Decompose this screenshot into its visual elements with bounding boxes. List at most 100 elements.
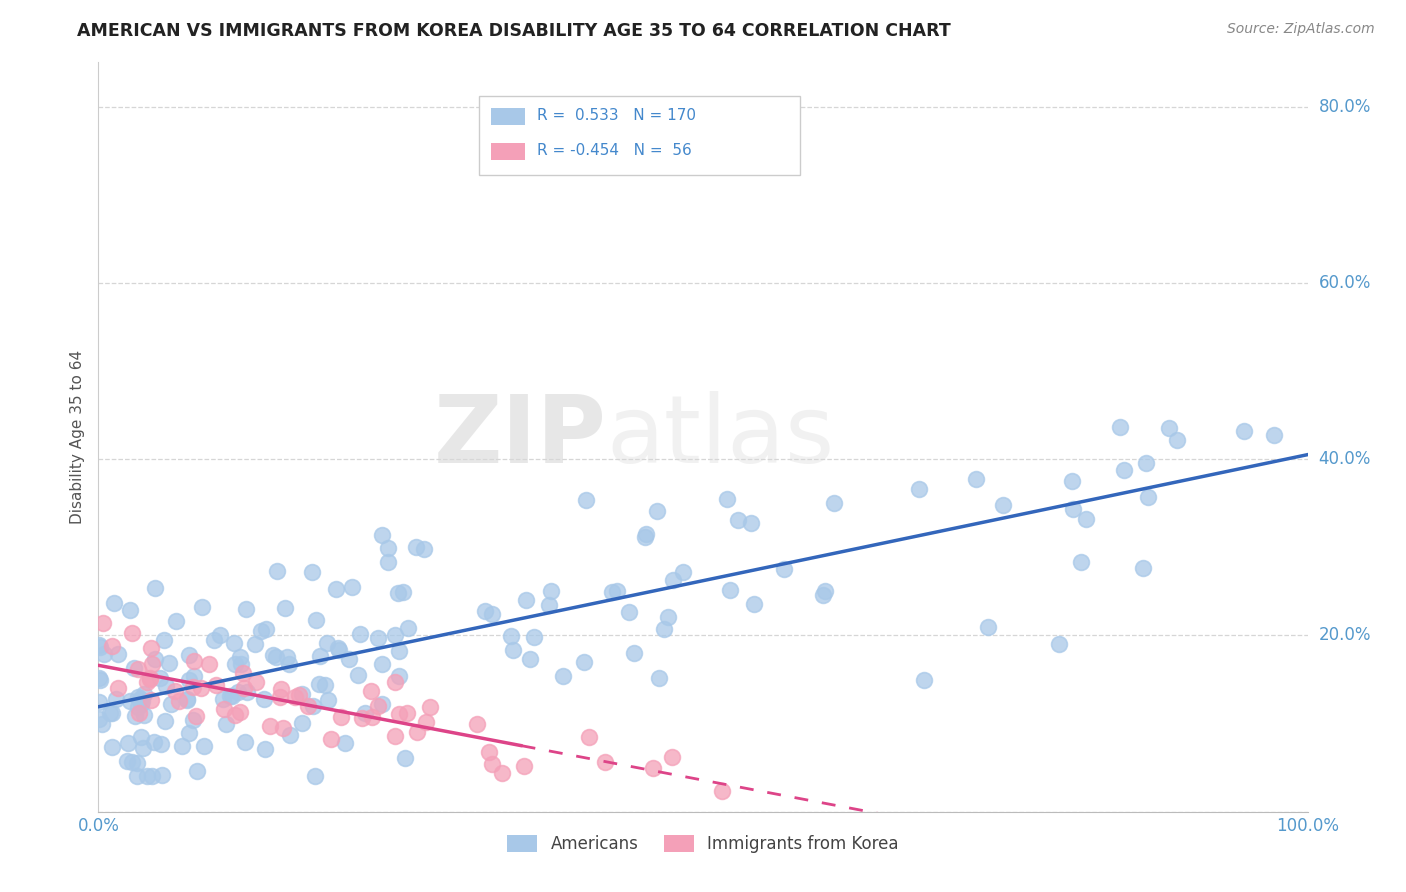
Point <box>190 681 212 695</box>
Point <box>593 755 616 769</box>
Point <box>661 749 683 764</box>
Point <box>1070 555 1092 569</box>
Point <box>744 597 766 611</box>
Point <box>1136 490 1159 504</box>
Point <box>647 671 669 685</box>
Point <box>229 657 252 672</box>
Point <box>512 759 534 773</box>
Point <box>89 712 111 726</box>
Point <box>540 584 562 599</box>
Point <box>235 602 257 616</box>
Point <box>354 706 377 721</box>
Text: Source: ZipAtlas.com: Source: ZipAtlas.com <box>1227 22 1375 37</box>
Point <box>405 540 427 554</box>
Point <box>218 689 240 703</box>
Point <box>641 761 664 775</box>
Point <box>636 527 658 541</box>
Point <box>391 585 413 599</box>
Point <box>276 649 298 664</box>
Point <box>159 657 181 671</box>
Point <box>349 627 371 641</box>
Point <box>578 730 600 744</box>
Point <box>1047 637 1070 651</box>
Point <box>131 694 153 708</box>
Point <box>177 673 200 688</box>
Point <box>183 654 205 668</box>
Point <box>1233 424 1256 438</box>
Point <box>120 694 142 708</box>
Point <box>184 709 207 723</box>
Point <box>396 622 419 636</box>
FancyBboxPatch shape <box>479 96 800 175</box>
Point <box>388 644 411 658</box>
Point <box>172 739 194 753</box>
Point <box>387 585 409 599</box>
Point <box>160 697 183 711</box>
Point <box>128 706 150 721</box>
Point <box>394 751 416 765</box>
Point <box>912 673 935 687</box>
Point <box>198 657 221 672</box>
Point <box>284 690 307 704</box>
Text: R =  0.533   N = 170: R = 0.533 N = 170 <box>537 108 696 123</box>
Point <box>377 555 399 569</box>
Point <box>104 692 127 706</box>
Point <box>481 756 503 771</box>
Point <box>101 639 124 653</box>
Point <box>672 566 695 580</box>
Point <box>347 668 370 682</box>
Point <box>224 657 246 672</box>
Point <box>143 652 166 666</box>
Point <box>1074 512 1097 526</box>
Point <box>254 622 277 636</box>
Point <box>645 504 668 518</box>
Point <box>150 768 173 782</box>
Point <box>139 671 162 685</box>
Point <box>212 692 235 706</box>
Point <box>127 661 149 675</box>
Point <box>1263 427 1285 442</box>
Point <box>361 710 384 724</box>
Point <box>249 624 271 638</box>
Point <box>233 735 256 749</box>
Point <box>132 741 155 756</box>
Point <box>352 711 374 725</box>
Point <box>270 682 292 697</box>
Point <box>384 675 406 690</box>
Point <box>132 687 155 701</box>
Point <box>135 674 157 689</box>
Point <box>1062 502 1084 516</box>
Point <box>415 714 437 729</box>
Point <box>326 641 349 656</box>
Point <box>177 726 200 740</box>
Point <box>993 498 1015 512</box>
Point <box>406 725 429 739</box>
Point <box>117 736 139 750</box>
Point <box>245 637 267 651</box>
Point <box>169 694 191 708</box>
Point <box>977 620 1000 634</box>
Point <box>465 717 488 731</box>
Point <box>221 689 243 703</box>
Point <box>499 629 522 643</box>
Point <box>337 651 360 665</box>
Point <box>131 697 153 711</box>
Point <box>711 784 734 798</box>
Point <box>134 708 156 723</box>
Point <box>291 687 314 701</box>
Point <box>301 565 323 579</box>
Point <box>606 584 628 599</box>
Point <box>908 482 931 496</box>
Point <box>103 596 125 610</box>
Point <box>153 632 176 647</box>
Point <box>149 671 172 685</box>
Point <box>266 564 288 578</box>
Point <box>371 657 394 672</box>
Point <box>191 599 214 614</box>
Point <box>297 698 319 713</box>
Point <box>301 698 323 713</box>
Point <box>141 640 163 655</box>
Point <box>305 613 328 627</box>
Legend: Americans, Immigrants from Korea: Americans, Immigrants from Korea <box>501 828 905 860</box>
Point <box>236 684 259 698</box>
